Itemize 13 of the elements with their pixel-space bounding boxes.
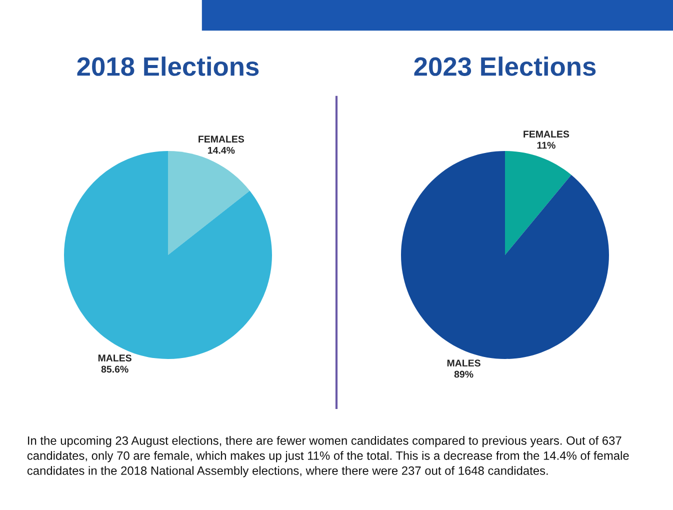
data-label: 85.6% [101, 366, 128, 373]
chart-title: 2018 Elections [77, 56, 259, 76]
slice-label: MALES [447, 360, 480, 367]
text: In the upcoming 23 August elections, there are fewer women candidates compared to previous years. Out of 637 candidates, only 70 are female, which makes up just 11% of the total. This is a decrease from the 14.4% of female candidates in the 2018 National Assembly elections, where there were 237 out of 1648 candidates. [27, 436, 629, 478]
data-label: 14.4% [208, 146, 235, 154]
slice-label: FEMALES [524, 130, 570, 138]
slice-label: FEMALES [198, 136, 244, 143]
slice-label: MALES [98, 354, 132, 362]
pie-slice [401, 151, 609, 359]
chart-title: 2023 Elections [414, 56, 596, 76]
data-label: 89% [454, 370, 474, 378]
pie-slice [505, 151, 572, 255]
data-label: 11% [537, 142, 556, 149]
